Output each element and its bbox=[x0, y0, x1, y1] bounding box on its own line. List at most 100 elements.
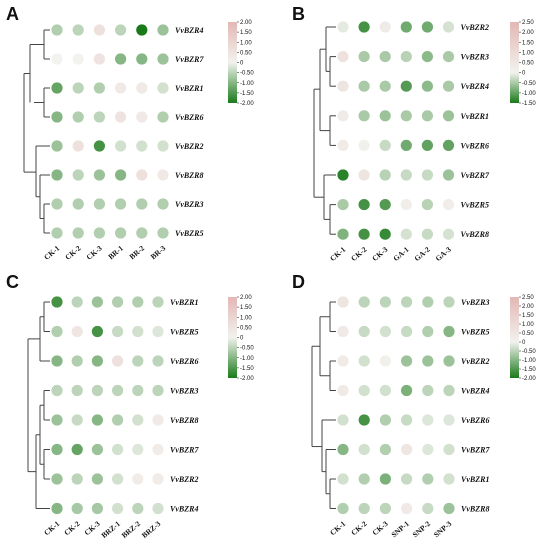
heatmap-cell bbox=[136, 111, 148, 123]
heatmap-cell bbox=[132, 443, 144, 456]
sample-label: CK-1 bbox=[328, 245, 347, 263]
heatmap-cell bbox=[136, 140, 148, 152]
heatmap-cell bbox=[115, 82, 127, 94]
panel-d: D VvBZR3 VvBZR5 VvBZR2 VvBZR4 VvBZR6 VvBZR7 VvB… bbox=[292, 272, 536, 539]
heatmap-cell bbox=[401, 325, 413, 338]
heatmap-cell bbox=[442, 169, 455, 181]
gene-label: VvBZR5 bbox=[175, 229, 203, 238]
colorbar-tick-label: -1.00 bbox=[522, 358, 536, 364]
heatmap-cell bbox=[400, 21, 412, 33]
heatmap-cell bbox=[152, 296, 164, 308]
heatmap-cell bbox=[112, 473, 124, 485]
heatmap-cell bbox=[93, 227, 105, 239]
colorbar-tick-label: 2.50 bbox=[522, 20, 534, 26]
heatmap-cell bbox=[443, 296, 455, 308]
colorbar-tick-label: -0.50 bbox=[522, 349, 536, 355]
heatmap-cell bbox=[136, 227, 148, 239]
gene-label: VvBZR4 bbox=[461, 387, 489, 396]
gene-label: VvBZR3 bbox=[461, 53, 489, 62]
heatmap-cell bbox=[400, 51, 412, 63]
colorbar-tick-label: 1.00 bbox=[522, 322, 534, 328]
heatmap-cell bbox=[442, 110, 455, 122]
heatmap-cell bbox=[71, 502, 83, 515]
heatmap-cell bbox=[72, 140, 84, 152]
sample-label: CK-1 bbox=[42, 519, 61, 537]
heatmap-cell bbox=[93, 24, 105, 36]
heatmap-cell bbox=[358, 228, 370, 240]
sample-label: BRZ-2 bbox=[120, 519, 143, 540]
heatmap-cell bbox=[358, 139, 370, 151]
heatmap-cell bbox=[71, 414, 83, 426]
heatmap-cell bbox=[421, 51, 433, 63]
heatmap-cell bbox=[157, 227, 169, 239]
sample-label: BR-2 bbox=[128, 243, 147, 261]
heatmap-cell bbox=[91, 296, 103, 308]
heatmap-cell bbox=[401, 384, 413, 397]
heatmap-cell bbox=[51, 140, 63, 152]
gene-label: VvBZR1 bbox=[461, 475, 489, 484]
heatmap-cell bbox=[379, 80, 391, 92]
heatmap-cell bbox=[421, 199, 433, 211]
colorbar-tick-label: 2.50 bbox=[522, 295, 534, 301]
heatmap-cell bbox=[71, 473, 83, 485]
heatmap-cell bbox=[443, 325, 455, 338]
panel-letter: D bbox=[292, 272, 305, 292]
heatmap-cell bbox=[93, 140, 105, 152]
colorbar-tick-label: 1.50 bbox=[522, 313, 534, 319]
gene-label: VvBZR5 bbox=[461, 328, 489, 337]
heatmap-cell bbox=[400, 80, 412, 92]
heatmap-cell bbox=[379, 473, 391, 485]
sample-label: BR-3 bbox=[149, 243, 168, 261]
heatmap-cell bbox=[93, 111, 105, 123]
heatmap-cell bbox=[337, 139, 349, 151]
heatmap-cell bbox=[421, 139, 433, 151]
heatmap-cell bbox=[72, 111, 84, 123]
colorbar-tick-label: 1.00 bbox=[240, 40, 252, 46]
heatmap-cell bbox=[51, 24, 63, 36]
colorbar-tick-label: 2.00 bbox=[240, 295, 252, 301]
panel-a: A VvBZR4 VvBZR7 VvBZR1 VvBZR6 VvBZR2 VvBZR8 VvB… bbox=[6, 4, 254, 262]
heatmap-cell bbox=[51, 296, 63, 308]
heatmap-cell bbox=[422, 325, 434, 338]
heatmap-cell bbox=[51, 169, 63, 181]
heatmap-cell bbox=[400, 199, 412, 211]
heatmap-cell bbox=[91, 473, 103, 485]
gene-label: VvBZR3 bbox=[175, 200, 203, 209]
heatmap-cell bbox=[112, 414, 124, 426]
heatmap-cell bbox=[91, 414, 103, 426]
heatmap-cell bbox=[152, 414, 164, 426]
gene-label: VvBZR2 bbox=[170, 475, 198, 484]
sample-label: BRZ-3 bbox=[140, 519, 163, 540]
heatmap-cell bbox=[337, 355, 349, 367]
heatmap-cell bbox=[358, 169, 370, 181]
heatmap-cell bbox=[421, 21, 433, 33]
colorbar-tick-label: 1.00 bbox=[240, 315, 252, 321]
heatmap-cell bbox=[157, 82, 169, 94]
heatmap-cell bbox=[51, 502, 63, 515]
heatmap-cell bbox=[91, 355, 103, 367]
heatmap-cell bbox=[51, 414, 63, 426]
gene-label: VvBZR1 bbox=[461, 112, 489, 121]
heatmap-cell bbox=[443, 384, 455, 397]
heatmap-cell bbox=[337, 325, 349, 338]
heatmap-cell bbox=[443, 414, 455, 426]
sample-label: GA-3 bbox=[434, 245, 453, 263]
sample-label: CK-3 bbox=[82, 519, 101, 537]
heatmap-cell bbox=[379, 110, 391, 122]
gene-label: VvBZR7 bbox=[461, 446, 490, 455]
heatmap-cell bbox=[337, 169, 349, 181]
gene-label: VvBZR8 bbox=[170, 416, 198, 425]
heatmap-cell bbox=[358, 199, 370, 211]
heatmap-cell bbox=[358, 355, 370, 367]
dendrogram bbox=[313, 26, 336, 235]
gene-label: VvBZR8 bbox=[461, 505, 489, 514]
heatmap-cell bbox=[442, 199, 455, 211]
colorbar-tick-label: -2.00 bbox=[240, 101, 254, 107]
heatmap-cell bbox=[379, 169, 391, 181]
heatmap-cell bbox=[93, 198, 105, 210]
heatmap-cell bbox=[443, 443, 455, 456]
colorbar-tick-label: -1.50 bbox=[522, 367, 536, 373]
heatmap-cell bbox=[152, 325, 164, 338]
heatmap-cell bbox=[379, 51, 391, 63]
heatmap-cell bbox=[115, 111, 127, 123]
